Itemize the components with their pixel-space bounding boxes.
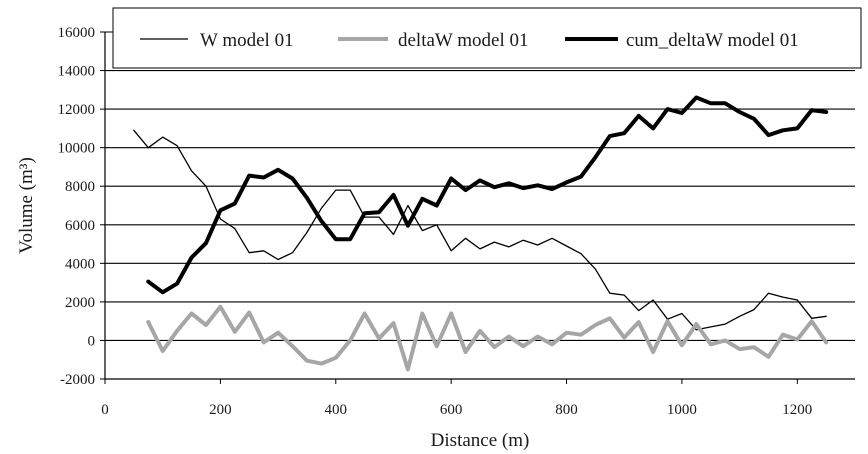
series-line-2 — [146, 304, 829, 372]
x-tick-label: 400 — [325, 402, 348, 418]
y-tick-label: 8000 — [65, 179, 95, 195]
y-tick-labels: -2000 0 2000 4000 6000 8000 10000 12000 14000 160… — [58, 25, 105, 388]
x-tick-label: 1200 — [782, 402, 812, 418]
legend: W model 01 deltaW model 01 cum_deltaW mode… — [112, 7, 862, 69]
y-tick-label: 0 — [88, 333, 96, 349]
y-axis-title: Volume (m³) — [16, 157, 37, 254]
series-line-1 — [133, 129, 827, 331]
axes — [104, 32, 855, 380]
legend-label-3: cum_deltaW model 01 — [626, 30, 799, 51]
x-tick-label: 200 — [209, 402, 232, 418]
y-tick-label: 4000 — [65, 256, 95, 272]
x-tick-label: 1000 — [667, 402, 697, 418]
legend-box — [112, 7, 862, 69]
data-series — [133, 95, 829, 372]
x-tick-label: 800 — [555, 402, 578, 418]
y-tick-label: 14000 — [58, 64, 96, 80]
legend-label-1: W model 01 — [200, 30, 294, 51]
x-axis-title: Distance (m) — [431, 430, 530, 451]
y-tick-label: 10000 — [58, 141, 96, 157]
y-tick-label: 12000 — [58, 102, 96, 118]
series-line-3 — [146, 95, 829, 295]
y-tick-label: 6000 — [65, 218, 95, 234]
x-tick-label: 0 — [101, 402, 109, 418]
y-tick-label: -2000 — [60, 372, 95, 388]
x-tick-labels: 0 200 400 600 800 1000 1200 — [101, 379, 812, 418]
grid-lines — [105, 31, 855, 341]
x-tick-label: 600 — [440, 402, 463, 418]
y-tick-label: 16000 — [58, 25, 96, 41]
legend-label-2: deltaW model 01 — [398, 30, 529, 51]
y-tick-label: 2000 — [65, 295, 95, 311]
